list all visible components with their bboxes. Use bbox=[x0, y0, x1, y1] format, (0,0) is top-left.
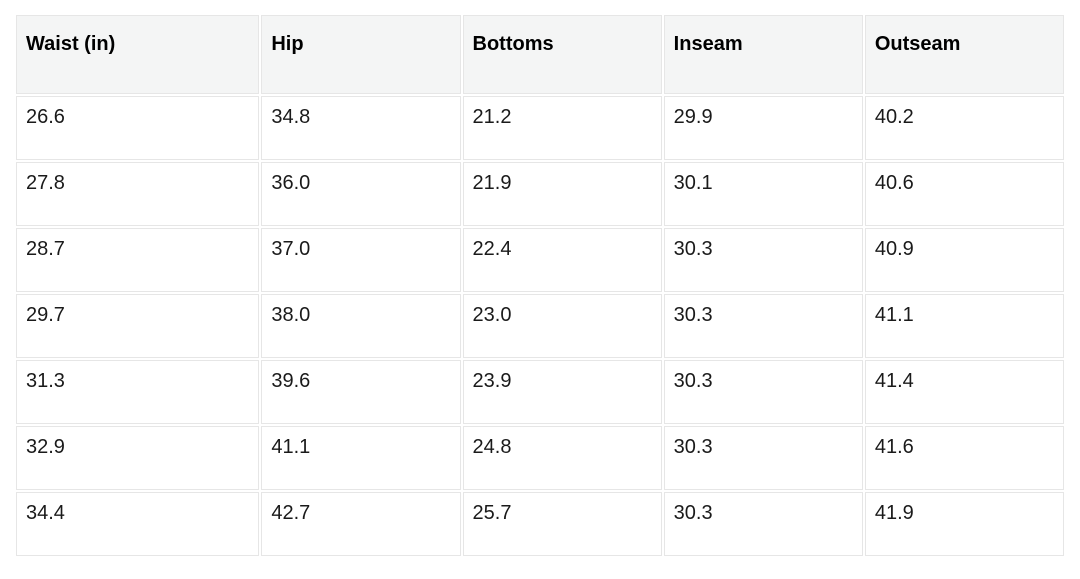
cell-hip: 39.6 bbox=[261, 360, 461, 424]
cell-inseam: 30.3 bbox=[663, 228, 863, 292]
cell-hip: 42.7 bbox=[261, 492, 461, 556]
cell-bottoms: 25.7 bbox=[462, 492, 662, 556]
cell-bottoms: 21.2 bbox=[462, 96, 662, 160]
cell-waist: 28.7 bbox=[16, 228, 260, 292]
cell-bottoms: 21.9 bbox=[462, 162, 662, 226]
cell-hip: 36.0 bbox=[261, 162, 461, 226]
cell-outseam: 41.6 bbox=[864, 426, 1064, 490]
cell-inseam: 29.9 bbox=[663, 96, 863, 160]
table-row: 27.8 36.0 21.9 30.1 40.6 bbox=[16, 162, 1064, 226]
cell-bottoms: 22.4 bbox=[462, 228, 662, 292]
table-row: 29.7 38.0 23.0 30.3 41.1 bbox=[16, 294, 1064, 358]
cell-outseam: 40.6 bbox=[864, 162, 1064, 226]
cell-bottoms: 23.0 bbox=[462, 294, 662, 358]
size-chart-container: Waist (in) Hip Bottoms Inseam Outseam 26… bbox=[14, 13, 1066, 558]
cell-inseam: 30.1 bbox=[663, 162, 863, 226]
cell-waist: 34.4 bbox=[16, 492, 260, 556]
table-row: 32.9 41.1 24.8 30.3 41.6 bbox=[16, 426, 1064, 490]
header-cell-hip: Hip bbox=[261, 15, 461, 94]
cell-waist: 26.6 bbox=[16, 96, 260, 160]
cell-outseam: 40.2 bbox=[864, 96, 1064, 160]
cell-bottoms: 23.9 bbox=[462, 360, 662, 424]
cell-waist: 27.8 bbox=[16, 162, 260, 226]
table-row: 28.7 37.0 22.4 30.3 40.9 bbox=[16, 228, 1064, 292]
cell-inseam: 30.3 bbox=[663, 360, 863, 424]
cell-hip: 37.0 bbox=[261, 228, 461, 292]
table-row: 34.4 42.7 25.7 30.3 41.9 bbox=[16, 492, 1064, 556]
header-row: Waist (in) Hip Bottoms Inseam Outseam bbox=[16, 15, 1064, 94]
header-cell-bottoms: Bottoms bbox=[462, 15, 662, 94]
cell-inseam: 30.3 bbox=[663, 492, 863, 556]
cell-waist: 31.3 bbox=[16, 360, 260, 424]
cell-hip: 34.8 bbox=[261, 96, 461, 160]
header-cell-waist: Waist (in) bbox=[16, 15, 260, 94]
cell-hip: 41.1 bbox=[261, 426, 461, 490]
cell-waist: 29.7 bbox=[16, 294, 260, 358]
header-cell-inseam: Inseam bbox=[663, 15, 863, 94]
cell-outseam: 41.4 bbox=[864, 360, 1064, 424]
cell-bottoms: 24.8 bbox=[462, 426, 662, 490]
cell-outseam: 40.9 bbox=[864, 228, 1064, 292]
table-body: 26.6 34.8 21.2 29.9 40.2 27.8 36.0 21.9 … bbox=[16, 96, 1064, 556]
table-header: Waist (in) Hip Bottoms Inseam Outseam bbox=[16, 15, 1064, 94]
header-cell-outseam: Outseam bbox=[864, 15, 1064, 94]
cell-hip: 38.0 bbox=[261, 294, 461, 358]
table-row: 31.3 39.6 23.9 30.3 41.4 bbox=[16, 360, 1064, 424]
size-chart-table: Waist (in) Hip Bottoms Inseam Outseam 26… bbox=[14, 13, 1066, 558]
cell-outseam: 41.9 bbox=[864, 492, 1064, 556]
cell-waist: 32.9 bbox=[16, 426, 260, 490]
table-row: 26.6 34.8 21.2 29.9 40.2 bbox=[16, 96, 1064, 160]
cell-inseam: 30.3 bbox=[663, 294, 863, 358]
cell-inseam: 30.3 bbox=[663, 426, 863, 490]
cell-outseam: 41.1 bbox=[864, 294, 1064, 358]
